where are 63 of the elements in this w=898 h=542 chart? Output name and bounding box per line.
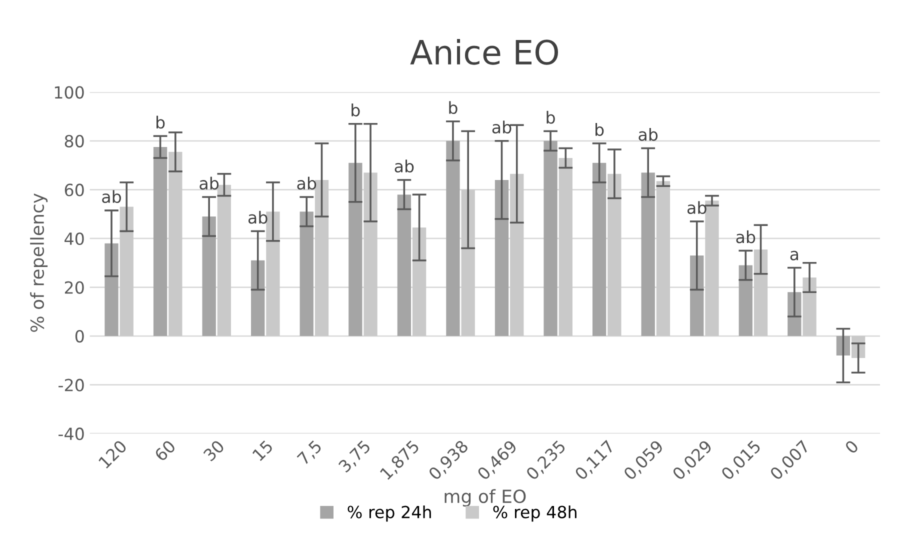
y-tick-label: 60 xyxy=(64,184,84,196)
annotation: ab xyxy=(297,176,316,190)
annotation: ab xyxy=(248,210,268,224)
bar xyxy=(544,140,558,336)
annotation: ab xyxy=(736,230,756,244)
bar xyxy=(364,172,378,336)
annotation: ab xyxy=(638,128,658,141)
y-tick-label: 80 xyxy=(64,134,84,148)
bar xyxy=(608,174,622,336)
legend-label: % rep 48h xyxy=(493,505,576,522)
bar xyxy=(558,158,572,336)
annotation: b xyxy=(596,123,604,136)
x-tick-label: 120 xyxy=(98,439,128,469)
y-tick-label: 0 xyxy=(75,330,84,343)
bar xyxy=(397,194,412,336)
bar xyxy=(592,162,606,336)
legend-label: % rep 24h xyxy=(348,505,431,522)
annotation: b xyxy=(546,110,555,124)
bar xyxy=(690,256,704,336)
annotation: a xyxy=(790,250,798,260)
bar xyxy=(461,190,475,336)
x-tick-label: 30 xyxy=(202,439,225,462)
annotation: ab xyxy=(687,201,706,214)
x-tick-label: 15 xyxy=(252,440,274,462)
bar xyxy=(168,152,182,336)
bar xyxy=(314,180,329,336)
annotation: b xyxy=(449,101,458,114)
bar xyxy=(656,181,670,336)
bar xyxy=(348,162,362,336)
x-tick-label: 0 xyxy=(844,439,860,454)
y-tick-label: 40 xyxy=(64,232,84,246)
bar xyxy=(266,212,280,336)
x-tick-label: 7,5 xyxy=(296,440,324,467)
bar xyxy=(510,174,524,336)
bar xyxy=(705,200,719,336)
annotation: ab xyxy=(200,176,219,190)
bar xyxy=(217,184,232,336)
annotation: ab xyxy=(102,190,121,204)
chart-title: Anice EO xyxy=(410,39,558,65)
bar xyxy=(120,206,134,336)
bar xyxy=(738,265,752,336)
bar xyxy=(754,249,768,336)
x-tick-label: 60 xyxy=(154,439,176,462)
y-axis-title: % of repellency xyxy=(30,193,48,332)
bar xyxy=(412,228,426,336)
y-tick-label: -40 xyxy=(58,428,84,440)
bar xyxy=(104,243,118,336)
bar xyxy=(251,260,265,336)
x-axis-title: mg of EO xyxy=(444,489,526,507)
y-tick-label: 100 xyxy=(54,86,84,99)
bar xyxy=(641,172,655,336)
annotation: ab xyxy=(492,120,512,134)
bar xyxy=(202,216,216,336)
bar xyxy=(300,212,314,336)
annotation: b xyxy=(352,104,360,116)
bar xyxy=(494,180,509,336)
y-tick-label: 20 xyxy=(64,281,84,294)
bar xyxy=(446,140,460,336)
bar xyxy=(802,278,816,336)
annotation: ab xyxy=(394,160,414,173)
annotation: b xyxy=(156,116,165,129)
bar xyxy=(153,147,168,336)
y-tick-label: -20 xyxy=(58,378,84,392)
